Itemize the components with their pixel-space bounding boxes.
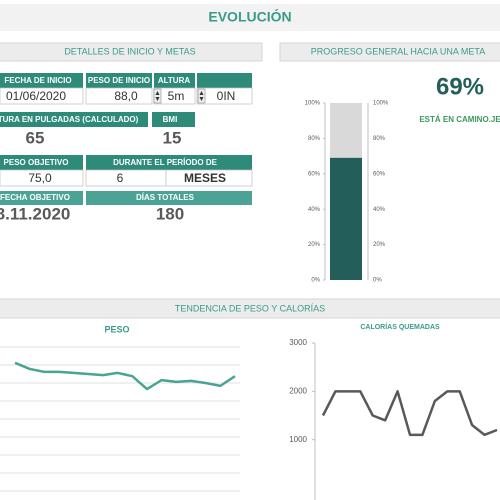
- chart-title: PESO: [104, 324, 129, 334]
- label: ALTURA: [158, 76, 191, 85]
- header-cell: [154, 73, 195, 88]
- value: 5m: [168, 89, 185, 103]
- y-tick-label: 0%: [373, 278, 382, 284]
- label: FECHA OBJETIVO: [0, 193, 70, 202]
- value: 15: [163, 128, 182, 147]
- section-header: [0, 42, 263, 62]
- value: 6: [117, 171, 124, 185]
- y-tick-label: 80%: [308, 136, 321, 142]
- value: 8.11.2020: [0, 204, 70, 223]
- page-title: EVOLUCIÓN: [208, 8, 291, 25]
- header-cell: [0, 155, 83, 170]
- progress-status: ESTÁ EN CAMINO.JE: [419, 115, 500, 124]
- y-tick-label: 1000: [289, 435, 307, 444]
- section-title: DETALLES DE INICIO Y METAS: [64, 46, 195, 56]
- value: 88,0: [114, 89, 138, 103]
- bar: [330, 157, 362, 280]
- y-tick-label: 60%: [373, 171, 386, 177]
- value: MESES: [184, 171, 226, 185]
- progress-value: 69%: [436, 73, 484, 100]
- value-cell: [196, 87, 253, 105]
- value: 180: [156, 204, 184, 223]
- value: 0IN: [217, 89, 236, 103]
- value-cell: [0, 87, 84, 105]
- value-cell: [85, 169, 167, 187]
- data-line: [321, 390, 498, 437]
- header-cell: [86, 191, 252, 205]
- value: 01/06/2020: [6, 89, 66, 103]
- y-tick-label: 40%: [373, 207, 386, 213]
- spinner-arrows: [155, 91, 160, 101]
- spinner-arrows: [199, 91, 204, 101]
- y-tick-label: 40%: [308, 207, 321, 213]
- title-bar: [0, 4, 500, 31]
- label: PESO OBJETIVO: [4, 158, 69, 167]
- data-line: [14, 361, 236, 391]
- y-tick-label: 3000: [289, 338, 307, 347]
- spinner[interactable]: [197, 88, 206, 104]
- label: TURA EN PULGADAS (CALCULADO): [0, 115, 139, 124]
- header-cell: [152, 112, 195, 127]
- label: BMI: [163, 115, 178, 124]
- section-title: TENDENCIA DE PESO Y CALORÍAS: [175, 303, 325, 313]
- label: DURANTE EL PERÍODO DE: [113, 158, 218, 167]
- y-tick-label: 20%: [373, 242, 386, 248]
- y-tick-label: 100%: [373, 101, 389, 107]
- header-cell: [197, 73, 252, 88]
- y-tick-label: 20%: [308, 242, 321, 248]
- y-tick-label: 0%: [311, 278, 320, 284]
- value: 75,0: [28, 171, 52, 185]
- chart-title: CALORÍAS QUEMADAS: [360, 322, 440, 331]
- header-cell: [0, 73, 83, 88]
- y-tick-label: 80%: [373, 136, 386, 142]
- label: FECHA DE INICIO: [4, 76, 71, 85]
- section-title: PROGRESO GENERAL HACIA UNA META: [311, 46, 486, 56]
- header-cell: [0, 191, 83, 205]
- y-tick-label: 2000: [289, 386, 307, 395]
- spinner[interactable]: [153, 88, 162, 104]
- value-cell: [85, 87, 153, 105]
- value-cell: [0, 169, 84, 187]
- section-header: [279, 42, 500, 62]
- label: PESO DE INICIO: [88, 76, 150, 85]
- header-cell: [86, 73, 152, 88]
- label: DÍAS TOTALES: [136, 193, 195, 202]
- y-tick-label: 60%: [308, 171, 321, 177]
- section-header: [0, 298, 500, 319]
- y-tick-label: 100%: [305, 101, 321, 107]
- header-cell: [0, 112, 148, 127]
- value-cell: [165, 169, 253, 187]
- value: 65: [26, 128, 45, 147]
- header-cell: [86, 155, 252, 170]
